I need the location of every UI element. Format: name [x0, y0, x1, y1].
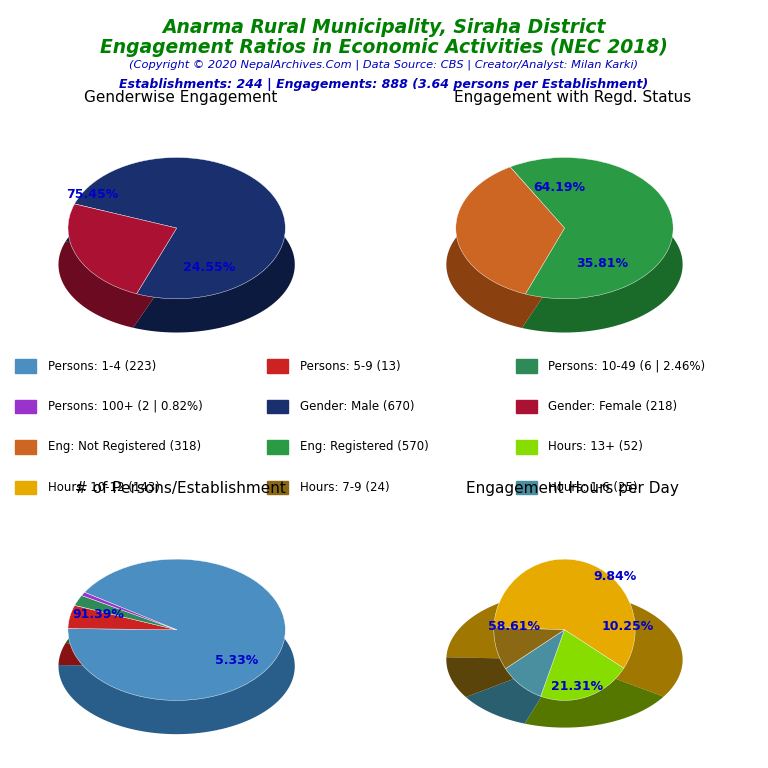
Polygon shape — [65, 197, 295, 333]
Bar — [15, 359, 36, 372]
Text: 91.39%: 91.39% — [72, 607, 124, 621]
Polygon shape — [58, 643, 177, 666]
Text: (Copyright © 2020 NepalArchives.Com | Data Source: CBS | Creator/Analyst: Milan : (Copyright © 2020 NepalArchives.Com | Da… — [130, 60, 638, 71]
Text: Hours: 13+ (52): Hours: 13+ (52) — [548, 440, 643, 453]
Bar — [516, 440, 537, 454]
Polygon shape — [505, 197, 683, 333]
Bar — [267, 359, 289, 372]
Wedge shape — [68, 605, 177, 630]
Text: Genderwise Engagement: Genderwise Engagement — [84, 90, 277, 105]
Text: Engagement Ratios in Economic Activities (NEC 2018): Engagement Ratios in Economic Activities… — [100, 38, 668, 58]
Text: Persons: 1-4 (223): Persons: 1-4 (223) — [48, 359, 156, 372]
Text: Engagement Hours per Day: Engagement Hours per Day — [465, 481, 679, 496]
Wedge shape — [494, 627, 564, 669]
Polygon shape — [446, 591, 683, 697]
Text: 58.61%: 58.61% — [488, 620, 540, 633]
Wedge shape — [74, 595, 177, 630]
Text: # of Persons/Establishment: # of Persons/Establishment — [75, 481, 286, 496]
Text: 9.84%: 9.84% — [594, 571, 637, 583]
Bar — [15, 399, 36, 413]
Wedge shape — [494, 559, 635, 668]
Text: Persons: 5-9 (13): Persons: 5-9 (13) — [300, 359, 400, 372]
Text: Hours: 7-9 (24): Hours: 7-9 (24) — [300, 481, 389, 494]
Polygon shape — [446, 206, 564, 328]
Polygon shape — [66, 634, 177, 666]
Bar — [516, 359, 537, 372]
Text: Establishments: 244 | Engagements: 888 (3.64 persons per Establishment): Establishments: 244 | Engagements: 888 (… — [119, 78, 649, 91]
Text: 21.31%: 21.31% — [551, 680, 603, 693]
Text: 10.25%: 10.25% — [602, 620, 654, 633]
Polygon shape — [58, 598, 295, 734]
Bar — [15, 481, 36, 494]
Polygon shape — [525, 660, 664, 727]
Text: Engagement with Regd. Status: Engagement with Regd. Status — [454, 90, 690, 105]
Wedge shape — [68, 559, 286, 700]
Text: Persons: 10-49 (6 | 2.46%): Persons: 10-49 (6 | 2.46%) — [548, 359, 705, 372]
Text: 64.19%: 64.19% — [533, 180, 585, 194]
Polygon shape — [446, 657, 564, 697]
Wedge shape — [81, 592, 177, 630]
Text: Gender: Female (218): Gender: Female (218) — [548, 400, 677, 413]
Bar — [15, 440, 36, 454]
Text: 5.33%: 5.33% — [215, 654, 258, 667]
Polygon shape — [466, 660, 564, 723]
Polygon shape — [74, 631, 177, 666]
Text: Hours: 10-12 (143): Hours: 10-12 (143) — [48, 481, 160, 494]
Wedge shape — [541, 630, 624, 700]
Wedge shape — [505, 630, 564, 697]
Text: Persons: 100+ (2 | 0.82%): Persons: 100+ (2 | 0.82%) — [48, 400, 202, 413]
Wedge shape — [74, 157, 286, 299]
Text: Gender: Male (670): Gender: Male (670) — [300, 400, 414, 413]
Bar — [516, 399, 537, 413]
Text: Eng: Not Registered (318): Eng: Not Registered (318) — [48, 440, 200, 453]
Bar — [267, 481, 289, 494]
Wedge shape — [68, 204, 177, 294]
Polygon shape — [58, 241, 177, 328]
Text: Eng: Registered (570): Eng: Registered (570) — [300, 440, 429, 453]
Text: 24.55%: 24.55% — [183, 261, 235, 274]
Wedge shape — [455, 167, 564, 294]
Bar — [267, 440, 289, 454]
Wedge shape — [510, 157, 674, 299]
Text: 75.45%: 75.45% — [66, 187, 118, 200]
Text: 35.81%: 35.81% — [577, 257, 628, 270]
Text: Hours: 1-6 (25): Hours: 1-6 (25) — [548, 481, 637, 494]
Bar — [267, 399, 289, 413]
Text: Anarma Rural Municipality, Siraha District: Anarma Rural Municipality, Siraha Distri… — [162, 18, 606, 37]
Bar — [516, 481, 537, 494]
